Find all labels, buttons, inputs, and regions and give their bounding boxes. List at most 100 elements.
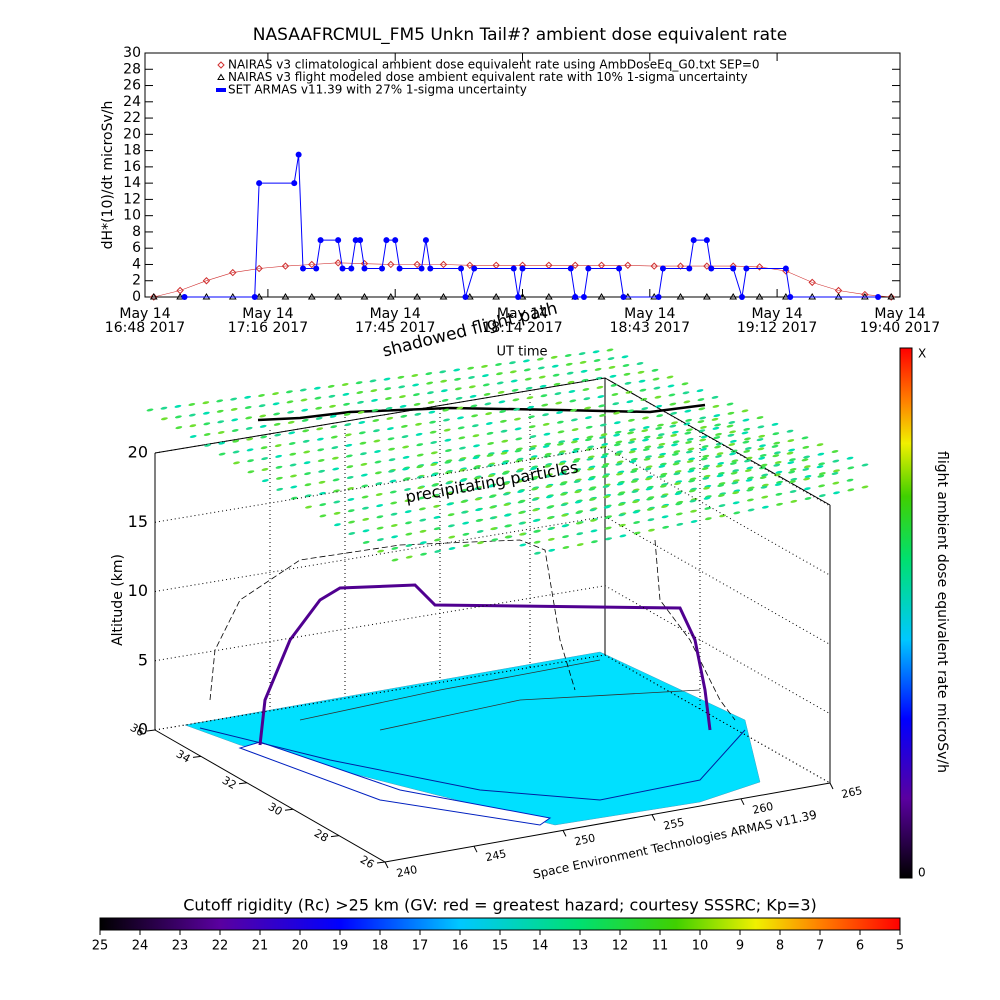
- particle-dash: [160, 406, 168, 410]
- particle-dash: [730, 471, 738, 475]
- particle-dash: [419, 541, 427, 545]
- particle-dash: [317, 459, 325, 462]
- particle-dash: [613, 443, 621, 447]
- particle-dash: [485, 422, 493, 425]
- particle-dash: [601, 443, 609, 446]
- particle-dash: [246, 448, 254, 452]
- particle-dash: [301, 408, 309, 412]
- flight-path: [258, 583, 712, 746]
- particle-dash: [462, 544, 470, 548]
- particle-dash: [642, 416, 649, 420]
- particle-dash: [545, 485, 553, 488]
- particle-dash: [787, 461, 795, 465]
- particle-dash: [558, 462, 566, 466]
- data-point: [690, 237, 697, 244]
- particle-dash: [400, 424, 408, 428]
- data-point: [567, 265, 574, 272]
- data-point: [413, 260, 421, 269]
- data-point: [255, 264, 263, 273]
- map-border: [299, 659, 601, 721]
- particle-dash: [273, 422, 281, 426]
- particle-dash: [846, 478, 854, 482]
- particle-dash: [288, 431, 296, 435]
- particle-dash: [474, 487, 482, 490]
- particle-dash: [555, 401, 563, 405]
- particle-dash: [489, 516, 497, 520]
- particle-dash: [671, 430, 679, 434]
- x-tick: [829, 782, 834, 790]
- particle-dash: [788, 480, 796, 484]
- y-tick-label: 14: [123, 175, 141, 191]
- data-point: [339, 265, 346, 272]
- particle-dash: [416, 465, 424, 469]
- particle-dash: [759, 444, 766, 448]
- particle-dash: [684, 409, 692, 413]
- particle-dash: [685, 418, 693, 422]
- particle-dash: [433, 515, 441, 519]
- particle-dash: [390, 512, 398, 516]
- particle-dash: [847, 488, 855, 492]
- particle-dash: [674, 482, 681, 486]
- particle-dash: [405, 555, 413, 559]
- y-tick-label: 32: [220, 774, 239, 792]
- particle-dash: [544, 474, 552, 478]
- colorbar-tick-label: 21: [252, 939, 269, 954]
- y-tick-label: 28: [123, 61, 141, 77]
- particle-dash: [391, 535, 399, 539]
- particle-dash: [601, 475, 609, 478]
- particle-dash: [603, 495, 611, 499]
- particle-dash: [274, 444, 282, 448]
- particle-dash: [645, 487, 653, 491]
- grid-line: [154, 446, 831, 576]
- data-point: [755, 263, 764, 271]
- particle-dash: [667, 384, 675, 388]
- particle-dash: [656, 436, 664, 440]
- particle-dash: [433, 527, 441, 531]
- data-point: [708, 265, 715, 272]
- particle-dash: [377, 549, 385, 553]
- particle-dash: [503, 503, 511, 506]
- particle-dash: [818, 494, 826, 498]
- particle-dash: [614, 430, 622, 434]
- data-point: [861, 290, 869, 299]
- data-point: [703, 262, 711, 270]
- particle-dash: [261, 457, 269, 461]
- particle-dash: [538, 375, 546, 379]
- particle-dash: [775, 492, 783, 496]
- z-tick-label: 5: [138, 650, 148, 669]
- particle-dash: [260, 435, 268, 439]
- y-tick-label: 10: [123, 208, 141, 224]
- grid-line: [154, 654, 831, 784]
- particle-dash: [447, 513, 455, 517]
- colorbar-tick-label: 9: [736, 939, 744, 954]
- particle-dash: [375, 493, 383, 496]
- data-point: [471, 265, 478, 272]
- particle-dash: [627, 431, 635, 435]
- data-point: [571, 261, 579, 269]
- particle-dash: [527, 405, 535, 409]
- particle-dash: [497, 390, 505, 394]
- particle-dash: [643, 457, 651, 461]
- particle-dash: [511, 388, 519, 392]
- particle-dash: [398, 385, 406, 389]
- particle-dash: [329, 414, 337, 418]
- dose-colorbar: [899, 347, 913, 879]
- particle-dash: [662, 525, 670, 529]
- particle-dash: [671, 452, 679, 456]
- data-point: [202, 277, 211, 285]
- particle-dash: [537, 366, 545, 370]
- particle-dash: [659, 474, 667, 478]
- particle-dash: [434, 538, 441, 542]
- particle-dash: [518, 521, 526, 525]
- particle-dash: [572, 459, 580, 463]
- colorbar-tick-label: 7: [816, 939, 824, 954]
- y-tick-label: 30: [123, 45, 141, 61]
- particle-dash: [729, 439, 737, 443]
- particle-dash: [640, 397, 648, 401]
- particle-dash: [444, 460, 452, 464]
- particle-dash: [429, 420, 436, 424]
- particle-dash: [599, 435, 606, 439]
- particle-dash: [360, 473, 368, 477]
